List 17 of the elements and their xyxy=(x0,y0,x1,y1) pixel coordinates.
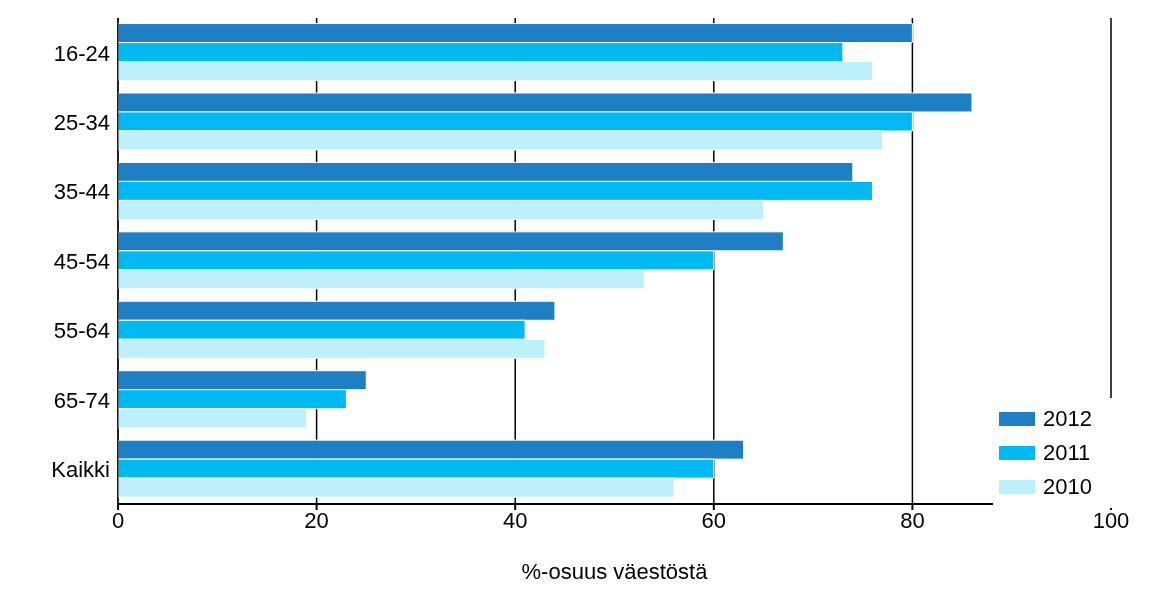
legend-label: 2011 xyxy=(1043,440,1091,466)
x-tick-label: 80 xyxy=(900,507,925,533)
y-tick-label: 35-44 xyxy=(53,179,110,205)
y-tick-label: 25-34 xyxy=(53,109,110,135)
x-tick-label: 20 xyxy=(304,507,329,533)
x-tick-label: 0 xyxy=(111,507,125,533)
x-axis-title: %-osuus väestöstä xyxy=(521,559,709,584)
y-tick-label: 16-24 xyxy=(53,40,110,66)
x-tick-label: 60 xyxy=(701,507,727,533)
y-tick-label: Kaikki xyxy=(51,457,110,483)
y-tick-label: 55-64 xyxy=(53,318,110,344)
y-tick-label: 65-74 xyxy=(53,387,110,413)
y-tick-label: 45-54 xyxy=(53,248,110,274)
x-tick-label: 100 xyxy=(1092,507,1130,533)
legend-label: 2012 xyxy=(1043,406,1092,432)
legend-label: 2010 xyxy=(1043,474,1092,500)
x-tick-label: 40 xyxy=(502,507,528,533)
